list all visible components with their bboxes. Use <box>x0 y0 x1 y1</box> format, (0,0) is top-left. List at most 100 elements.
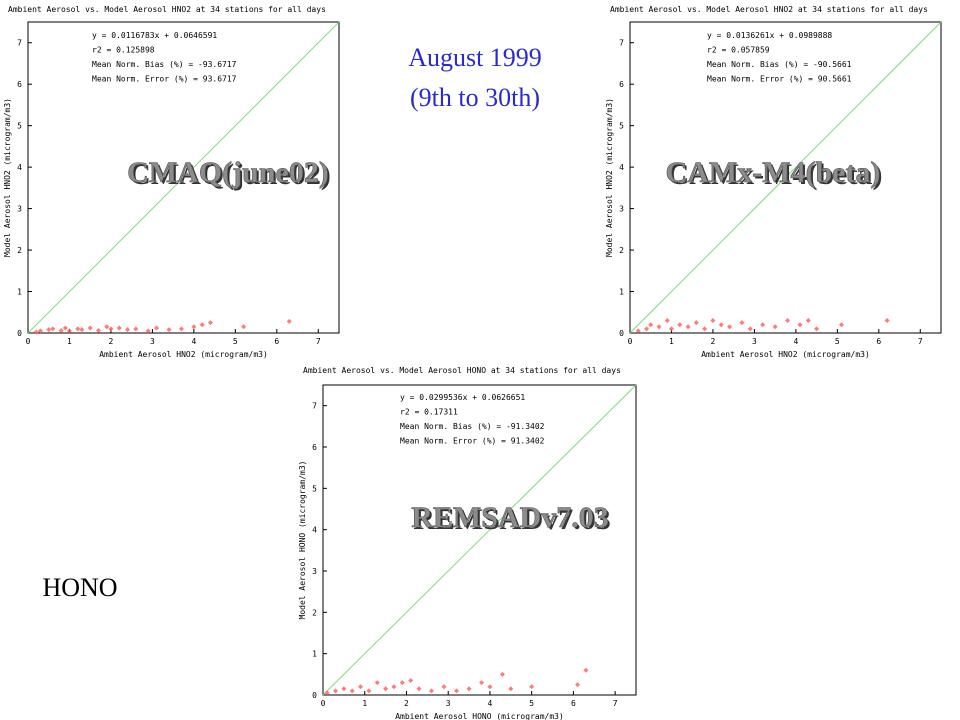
x-axis-label: Ambient Aerosol HNO2 (microgram/m3) <box>701 350 870 359</box>
point <box>374 680 380 686</box>
model-label-shadow: CAMx-M4(beta) <box>668 158 883 191</box>
point <box>33 329 39 335</box>
x-tick-label: 0 <box>628 337 633 346</box>
point <box>62 325 68 331</box>
point <box>454 688 460 694</box>
y-tick-label: 2 <box>312 608 317 617</box>
y-tick-label: 3 <box>312 567 317 576</box>
point <box>79 327 85 333</box>
x-tick-label: 5 <box>529 699 534 708</box>
point <box>286 318 292 324</box>
y-tick-label: 4 <box>17 163 22 172</box>
point <box>416 686 422 692</box>
y-tick-label: 2 <box>17 246 22 255</box>
point <box>383 686 389 692</box>
stats-line: Mean Norm. Bias (%) = -90.5661 <box>707 60 852 69</box>
point <box>145 328 151 334</box>
y-tick-label: 3 <box>619 205 624 214</box>
x-tick-label: 2 <box>404 699 409 708</box>
point <box>785 318 791 324</box>
point <box>125 327 131 333</box>
y-tick-label: 5 <box>619 122 624 131</box>
point <box>529 684 535 690</box>
x-tick-label: 3 <box>752 337 757 346</box>
point <box>391 684 397 690</box>
model-label: REMSADv7.03 <box>411 501 609 534</box>
identity-line <box>27 21 340 334</box>
point <box>575 682 581 688</box>
x-tick-label: 1 <box>67 337 72 346</box>
y-tick-label: 5 <box>312 484 317 493</box>
point <box>87 325 93 331</box>
point <box>747 326 753 332</box>
point <box>166 327 172 333</box>
x-tick-label: 4 <box>793 337 798 346</box>
point <box>583 667 589 673</box>
point <box>46 327 52 333</box>
stats-line: y = 0.0136261x + 0.0989888 <box>707 31 832 40</box>
point <box>499 671 505 677</box>
plot-frame <box>322 384 637 696</box>
point <box>718 322 724 328</box>
period-line: (9th to 30th) <box>410 83 540 112</box>
point <box>644 326 650 332</box>
stats-line: Mean Norm. Bias (%) = -93.6717 <box>92 60 237 69</box>
point <box>635 328 641 334</box>
point <box>838 322 844 328</box>
point <box>50 326 56 332</box>
x-tick-label: 1 <box>362 699 367 708</box>
x-tick-label: 7 <box>316 337 321 346</box>
model-label: CAMx-M4(beta) <box>666 156 881 189</box>
y-tick-label: 0 <box>619 329 624 338</box>
x-tick-label: 1 <box>669 337 674 346</box>
point <box>66 328 72 334</box>
x-tick-label: 4 <box>191 337 196 346</box>
x-tick-label: 6 <box>571 699 576 708</box>
point <box>108 326 114 332</box>
point <box>710 318 716 324</box>
x-tick-label: 3 <box>446 699 451 708</box>
point <box>739 320 745 326</box>
point <box>104 324 110 330</box>
x-axis-label: Ambient Aerosol HNO2 (microgram/m3) <box>99 350 268 359</box>
y-axis-label: Model Aerosol HNO2 (microgram/m3) <box>3 98 12 257</box>
y-tick-label: 7 <box>619 39 624 48</box>
point <box>797 322 803 328</box>
x-tick-label: 7 <box>613 699 618 708</box>
x-tick-label: 2 <box>711 337 716 346</box>
x-tick-label: 6 <box>274 337 279 346</box>
point <box>466 686 472 692</box>
x-axis-label: Ambient Aerosol HONO (microgram/m3) <box>395 712 564 720</box>
identity-line <box>322 384 637 696</box>
y-tick-label: 5 <box>17 122 22 131</box>
point <box>333 688 339 694</box>
y-tick-label: 4 <box>619 163 624 172</box>
point <box>508 686 514 692</box>
point <box>241 324 247 330</box>
point <box>727 324 733 330</box>
point <box>677 322 683 328</box>
point <box>487 684 493 690</box>
point <box>37 328 43 334</box>
y-tick-label: 7 <box>312 402 317 411</box>
stats-line: y = 0.0116783x + 0.0646591 <box>92 31 217 40</box>
plot-frame <box>629 21 942 334</box>
point <box>133 326 139 332</box>
point <box>693 320 699 326</box>
point <box>760 322 766 328</box>
y-axis-label: Model Aerosol HONO (microgram/m3) <box>298 461 307 620</box>
model-label-shadow: CMAQ(june02) <box>129 158 331 191</box>
stats-line: r2 = 0.17311 <box>400 408 458 417</box>
x-tick-label: 0 <box>321 699 326 708</box>
point <box>95 328 101 334</box>
x-tick-label: 4 <box>488 699 493 708</box>
stats-line: Mean Norm. Error (%) = 91.3402 <box>400 437 545 446</box>
point <box>207 320 213 326</box>
y-axis-label: Model Aerosol HNO2 (microgram/m3) <box>605 98 614 257</box>
point <box>479 680 485 686</box>
x-tick-label: 2 <box>109 337 114 346</box>
stats-line: Mean Norm. Bias (%) = -91.3402 <box>400 422 545 431</box>
y-tick-label: 4 <box>312 526 317 535</box>
point <box>399 680 405 686</box>
